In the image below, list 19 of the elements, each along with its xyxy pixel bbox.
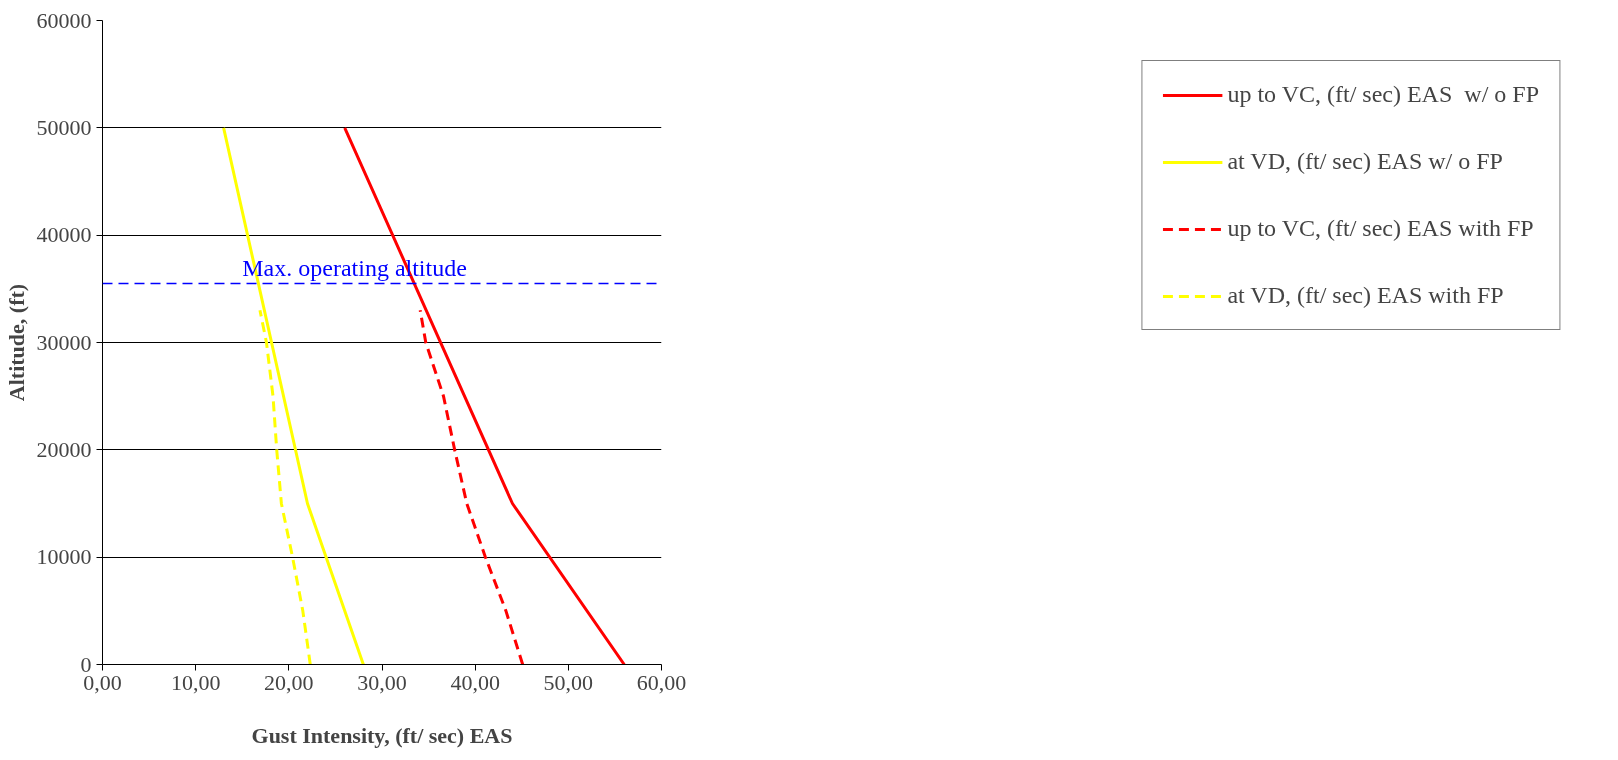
y-axis-title: Altitude, (ft) [3,283,29,402]
line-series [418,308,525,665]
legend-label: at VD, (ft/ sec) EAS w/ o FP [1227,148,1503,175]
y-tick-label: 10000 [36,544,92,570]
x-tick-label: 50,00 [543,669,594,695]
y-tick-label: 60000 [36,7,92,33]
y-tick-label: 20000 [36,436,92,462]
x-axis-title: Gust Intensity, (ft/ sec) EAS [251,722,513,748]
legend-label: up to VC, (ft/ sec) EAS with FP [1227,215,1534,242]
x-tick-label: 60,00 [636,669,687,695]
y-tick-label: 30000 [36,329,92,355]
y-tick-label: 40000 [36,222,92,248]
x-tick-label: 40,00 [450,669,500,695]
x-tick-label: 30,00 [357,669,407,695]
y-tick-label: 50000 [36,114,92,140]
legend-label: up to VC, (ft/ sec) EAS w/ o FP [1227,81,1539,108]
legend-label: at VD, (ft/ sec) EAS with FP [1227,282,1504,309]
x-tick-label: 10,00 [170,669,221,695]
x-tick-label: 20,00 [264,669,314,695]
